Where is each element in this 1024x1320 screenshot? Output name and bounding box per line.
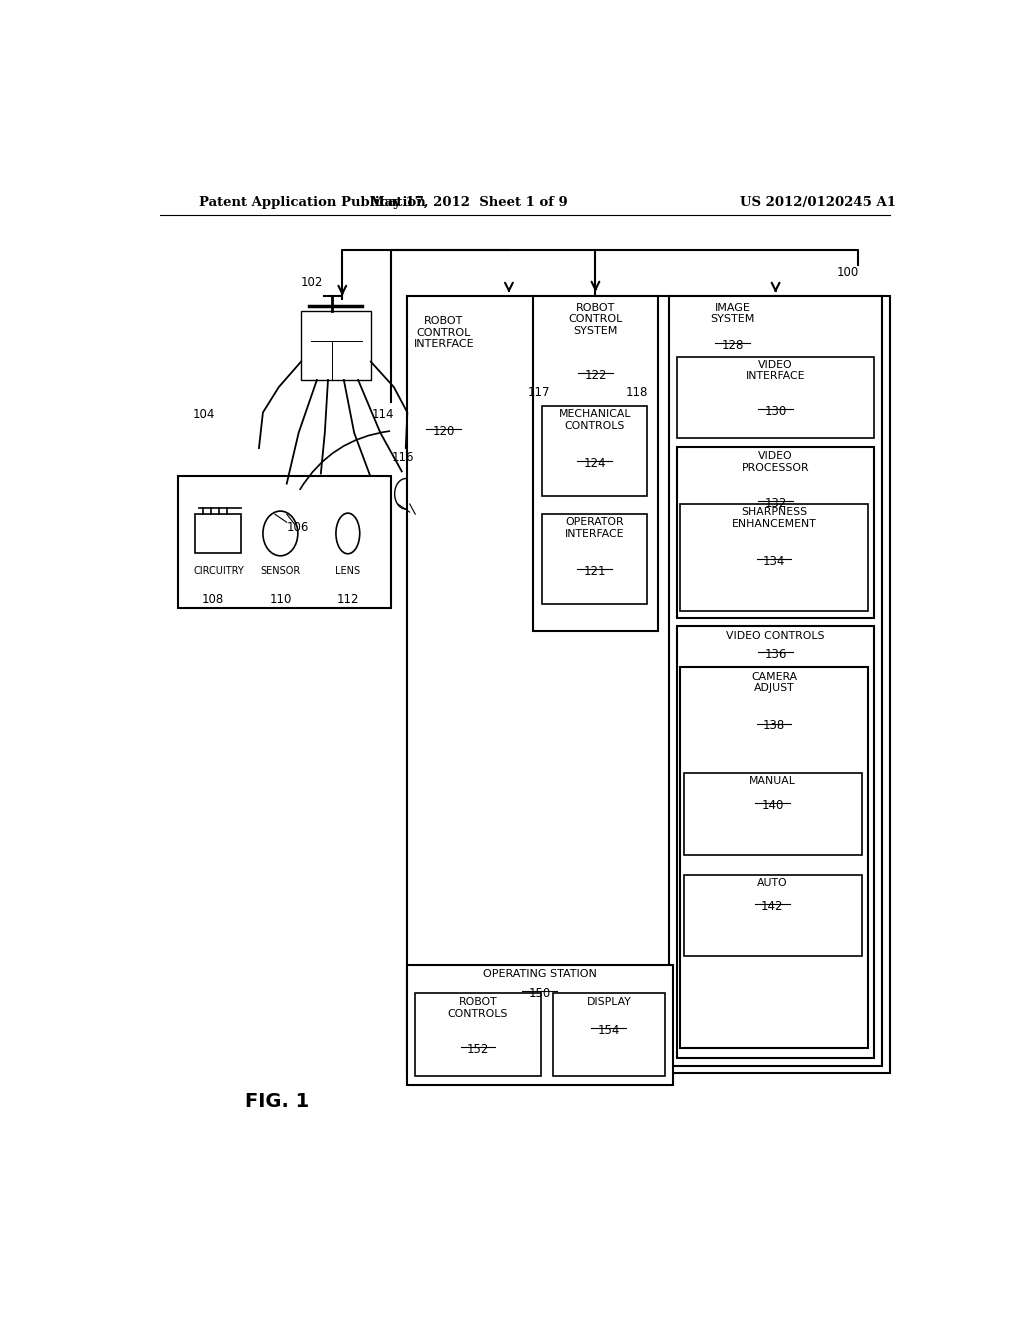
Ellipse shape <box>394 479 417 510</box>
Text: 132: 132 <box>764 496 786 510</box>
Text: ROBOT
CONTROLS: ROBOT CONTROLS <box>447 997 508 1019</box>
Text: 124: 124 <box>584 457 606 470</box>
Text: 130: 130 <box>765 405 786 418</box>
FancyBboxPatch shape <box>684 875 862 956</box>
Text: MANUAL: MANUAL <box>749 776 796 787</box>
Text: 150: 150 <box>528 987 551 999</box>
Text: CIRCUITRY: CIRCUITRY <box>194 566 244 576</box>
FancyBboxPatch shape <box>543 515 647 603</box>
FancyBboxPatch shape <box>532 296 658 631</box>
Text: OPERATING STATION: OPERATING STATION <box>483 969 597 979</box>
FancyBboxPatch shape <box>684 774 862 854</box>
Text: 117: 117 <box>527 385 550 399</box>
Text: 104: 104 <box>194 408 215 421</box>
Text: 142: 142 <box>761 900 783 913</box>
Text: 116: 116 <box>391 450 414 463</box>
FancyBboxPatch shape <box>178 475 391 607</box>
FancyBboxPatch shape <box>408 296 890 1073</box>
Circle shape <box>263 511 298 556</box>
Text: 112: 112 <box>337 593 359 606</box>
Text: 102: 102 <box>300 276 323 289</box>
Text: OPERATOR
INTERFACE: OPERATOR INTERFACE <box>565 517 625 539</box>
Text: 136: 136 <box>764 648 786 661</box>
Text: 152: 152 <box>467 1043 489 1056</box>
FancyBboxPatch shape <box>677 447 873 618</box>
Ellipse shape <box>311 482 332 510</box>
Text: 140: 140 <box>761 799 783 812</box>
Text: 128: 128 <box>722 339 743 352</box>
Text: CAMERA
ADJUST: CAMERA ADJUST <box>751 672 797 693</box>
Text: Patent Application Publication: Patent Application Publication <box>200 195 426 209</box>
Text: ROBOT
CONTROL
INTERFACE: ROBOT CONTROL INTERFACE <box>414 315 474 350</box>
Ellipse shape <box>336 513 359 554</box>
FancyBboxPatch shape <box>301 312 371 380</box>
Text: 138: 138 <box>763 719 785 733</box>
Text: SHARPNESS
ENHANCEMENT: SHARPNESS ENHANCEMENT <box>731 507 816 528</box>
FancyBboxPatch shape <box>416 993 541 1076</box>
FancyBboxPatch shape <box>677 356 873 438</box>
Text: SENSOR: SENSOR <box>260 566 300 576</box>
Text: 108: 108 <box>202 593 224 606</box>
FancyBboxPatch shape <box>680 667 868 1048</box>
Text: AUTO: AUTO <box>757 878 787 888</box>
Text: LENS: LENS <box>335 566 360 576</box>
Text: 121: 121 <box>584 565 606 578</box>
FancyBboxPatch shape <box>196 515 242 553</box>
Text: VIDEO
PROCESSOR: VIDEO PROCESSOR <box>741 451 809 473</box>
Text: FIG. 1: FIG. 1 <box>245 1092 309 1111</box>
Text: MECHANICAL
CONTROLS: MECHANICAL CONTROLS <box>558 409 631 432</box>
Text: May 17, 2012  Sheet 1 of 9: May 17, 2012 Sheet 1 of 9 <box>371 195 568 209</box>
FancyBboxPatch shape <box>543 407 647 496</box>
Text: 100: 100 <box>837 265 859 279</box>
FancyBboxPatch shape <box>670 296 882 1067</box>
Text: 110: 110 <box>269 593 292 606</box>
Text: 122: 122 <box>584 368 606 381</box>
Text: 120: 120 <box>433 425 455 438</box>
Text: DISPLAY: DISPLAY <box>587 997 632 1007</box>
Text: 106: 106 <box>287 521 309 533</box>
Text: 118: 118 <box>626 385 648 399</box>
Ellipse shape <box>362 482 382 510</box>
Text: ROBOT
CONTROL
SYSTEM: ROBOT CONTROL SYSTEM <box>568 302 623 335</box>
FancyBboxPatch shape <box>553 993 666 1076</box>
Text: 114: 114 <box>372 408 394 421</box>
FancyBboxPatch shape <box>680 504 868 611</box>
FancyBboxPatch shape <box>408 965 673 1085</box>
Text: 134: 134 <box>763 554 785 568</box>
Text: IMAGE
SYSTEM: IMAGE SYSTEM <box>711 302 755 325</box>
Text: VIDEO
INTERFACE: VIDEO INTERFACE <box>745 359 805 381</box>
Ellipse shape <box>270 490 295 523</box>
FancyBboxPatch shape <box>677 626 873 1057</box>
Text: VIDEO CONTROLS: VIDEO CONTROLS <box>726 631 824 642</box>
Text: US 2012/0120245 A1: US 2012/0120245 A1 <box>740 195 896 209</box>
Text: 154: 154 <box>598 1024 621 1038</box>
